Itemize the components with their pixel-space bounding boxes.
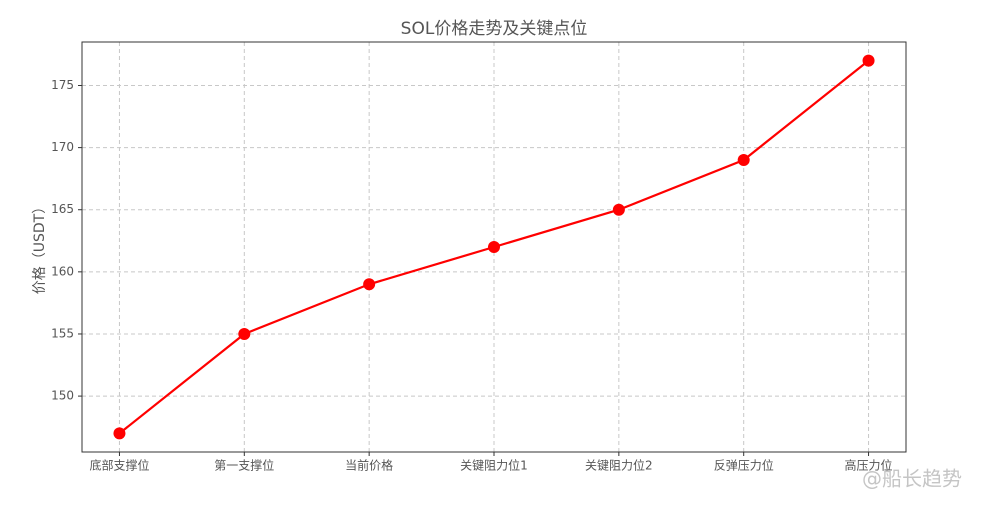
y-tick-label: 160: [51, 264, 74, 278]
point: [113, 427, 126, 440]
point: [862, 54, 875, 67]
point: [612, 203, 625, 216]
y-tick-label: 170: [51, 140, 74, 154]
y-axis-label: 价格（USDT）: [32, 200, 48, 294]
x-tick-label: 第一支撑位: [214, 458, 274, 473]
y-tick-label: 175: [51, 78, 74, 92]
x-tick-label: 底部支撑位: [89, 458, 149, 473]
x-tick-label: 反弹压力位: [714, 458, 774, 473]
plot-frame: [81, 41, 907, 453]
y-tick-label: 165: [51, 202, 74, 216]
watermark: @船长趋势: [862, 467, 962, 491]
point: [238, 327, 251, 340]
point: [737, 154, 750, 167]
y-tick-label: 150: [51, 389, 74, 403]
point: [488, 241, 500, 253]
x-tick-label: 关键阻力位1: [460, 458, 528, 473]
x-tick-label: 高压力位: [845, 458, 893, 473]
y-tick-label: 155: [51, 326, 74, 340]
chart-title: SOL价格走势及关键点位: [401, 19, 588, 39]
x-tick-label: 当前价格: [345, 458, 393, 473]
point: [363, 278, 376, 291]
x-tick-label: 关键阻力位2: [585, 458, 653, 473]
